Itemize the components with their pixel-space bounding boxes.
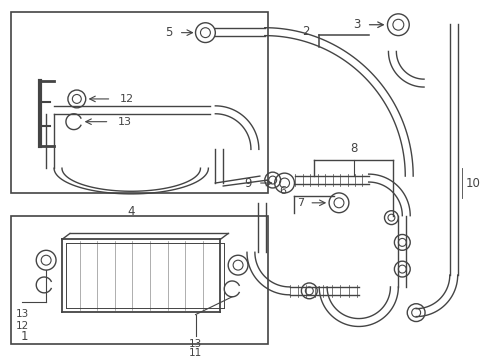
Text: 5: 5 — [166, 26, 173, 39]
Text: 11: 11 — [189, 348, 202, 358]
Text: 13: 13 — [118, 117, 131, 127]
Text: 10: 10 — [466, 176, 481, 189]
Bar — [10, 12, 268, 193]
Text: 2: 2 — [302, 25, 309, 38]
Text: 6: 6 — [280, 186, 287, 196]
Text: 13: 13 — [189, 339, 202, 349]
Text: 1: 1 — [21, 330, 28, 343]
Text: 4: 4 — [127, 205, 135, 218]
Text: 7: 7 — [297, 198, 304, 208]
Text: 9: 9 — [245, 176, 252, 189]
Text: 8: 8 — [350, 142, 358, 155]
Text: 12: 12 — [120, 94, 133, 104]
Bar — [10, 216, 268, 344]
Text: 13: 13 — [16, 309, 29, 319]
Text: 3: 3 — [353, 18, 361, 31]
Text: 12: 12 — [16, 321, 29, 332]
